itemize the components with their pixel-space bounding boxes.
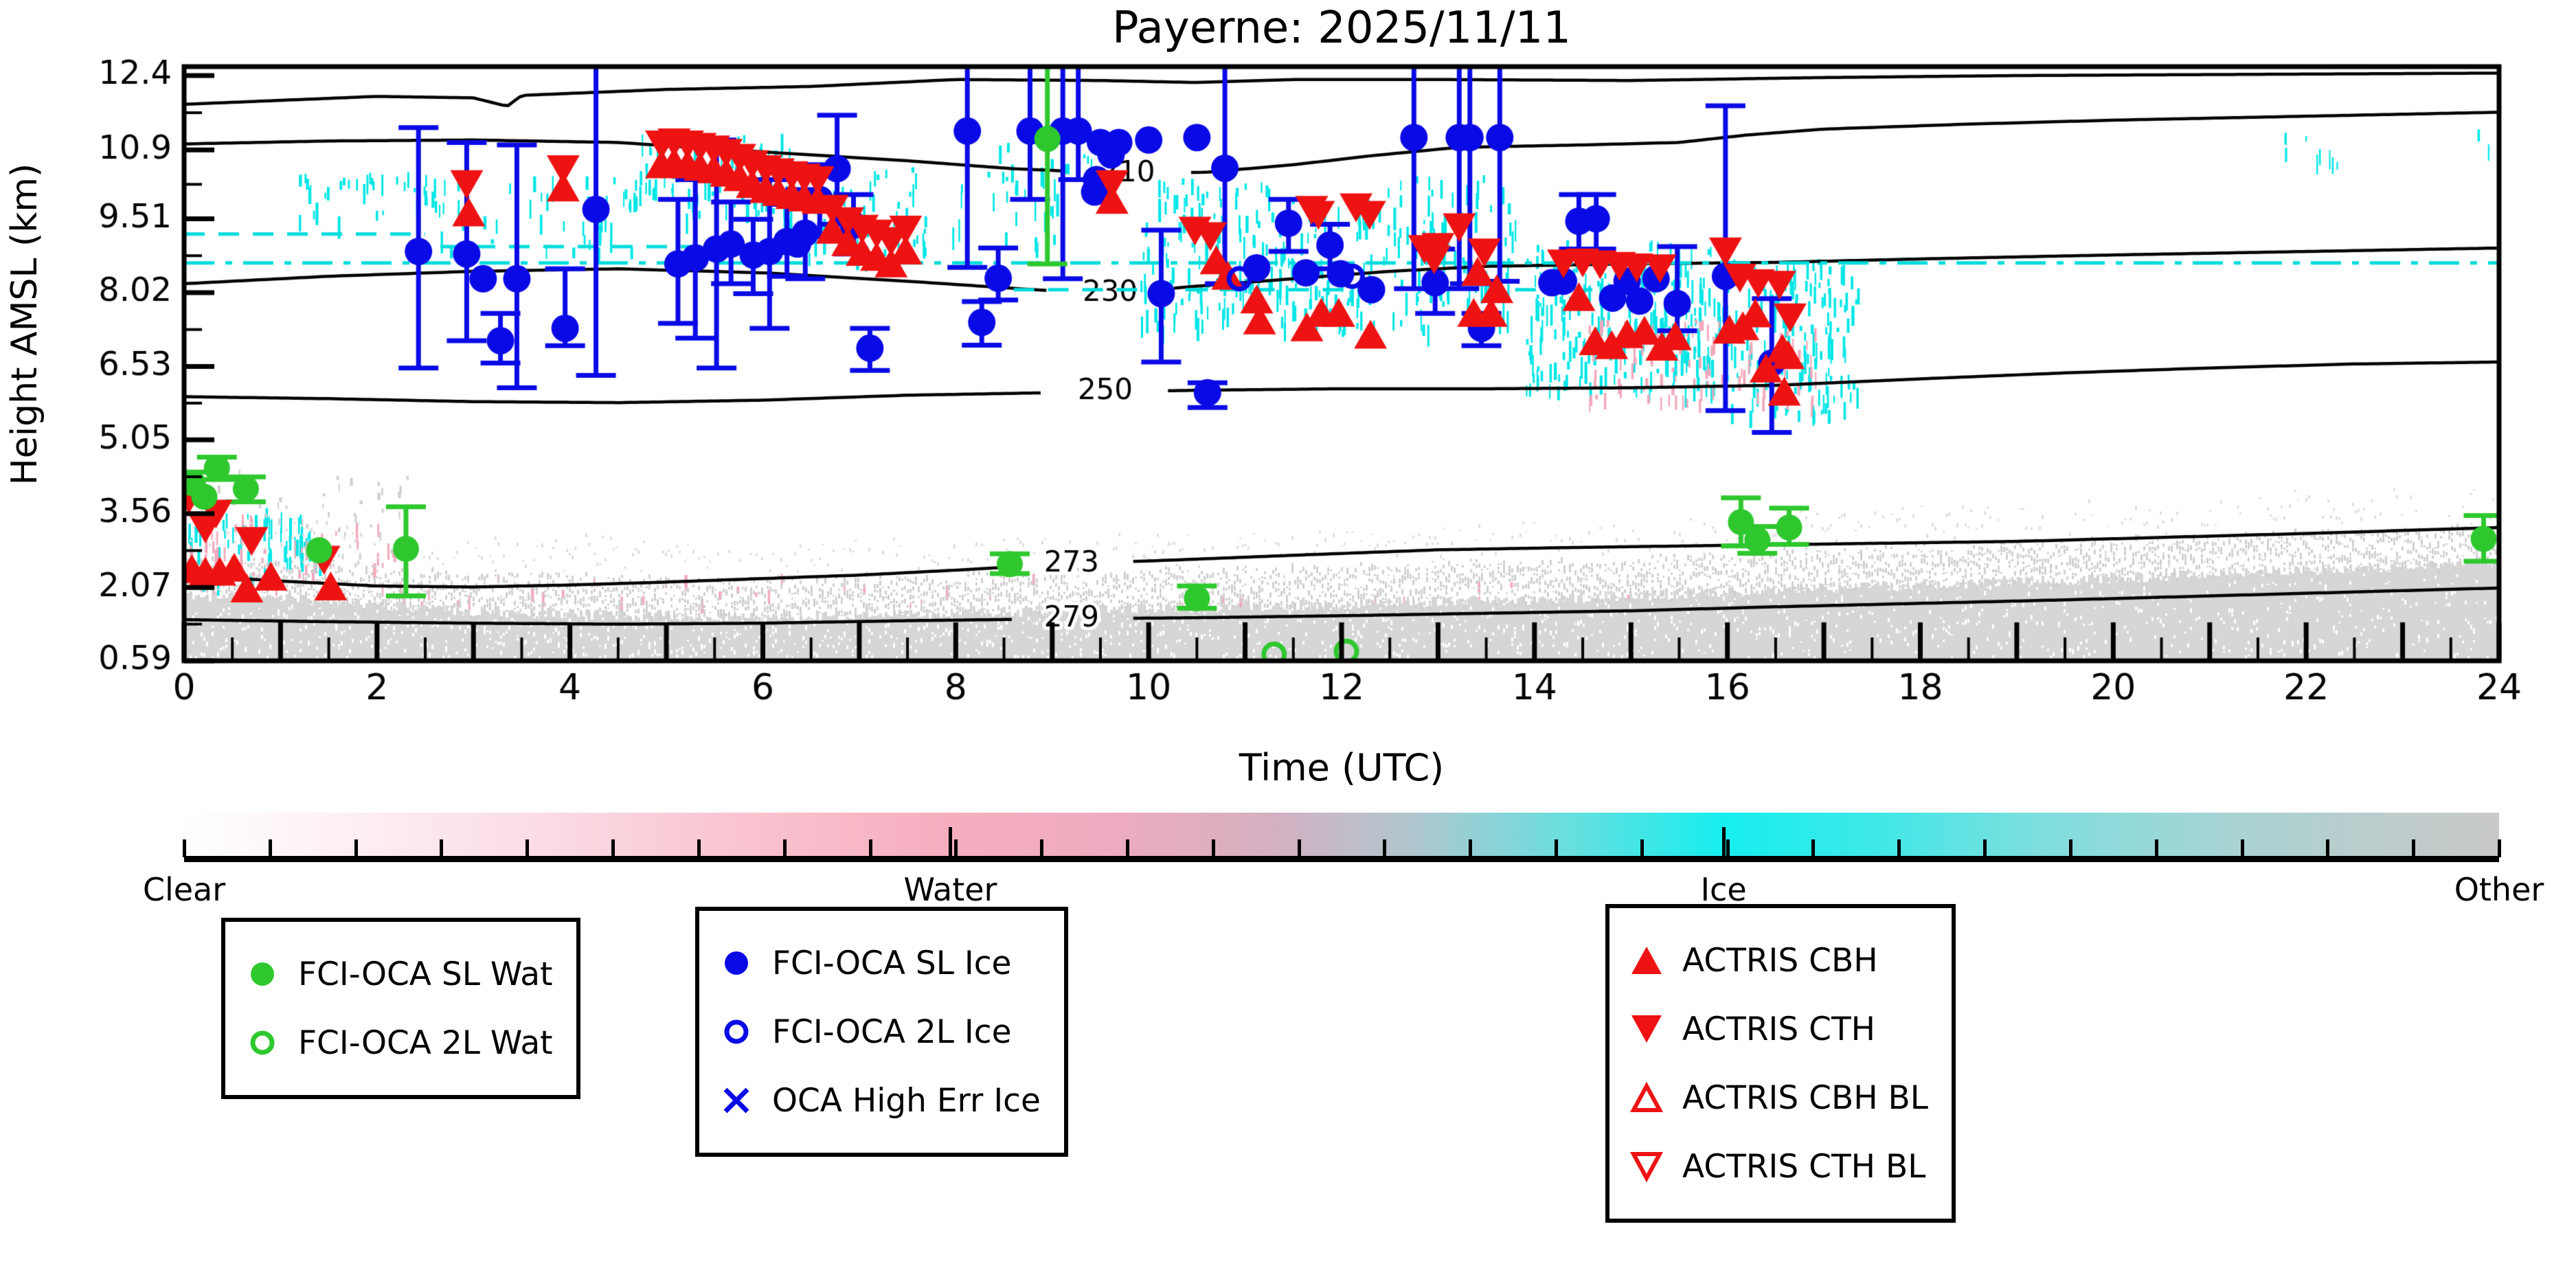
legend-item-fci-oca-sl-wat: FCI-OCA SL Wat [245,940,553,1008]
legend-item-label: ACTRIS CTH BL [1682,1147,1926,1186]
colorbar-baseline [184,856,2499,862]
colorbar-tick [268,839,272,857]
colorbar-tick [2068,839,2072,857]
circle-filled-icon [719,945,754,981]
legend-item-label: ACTRIS CBH BL [1682,1078,1928,1117]
colorbar-label-water: Water [903,871,997,908]
legend-item-label: OCA High Err Ice [772,1081,1041,1120]
legend-item-label: ACTRIS CTH [1682,1010,1876,1048]
colorbar-tick [183,839,186,857]
colorbar-tick [1040,839,1044,857]
colorbar-tick [1297,839,1301,857]
legend-item-actris-cbh: ACTRIS CBH [1629,926,1928,995]
colorbar-tick [2154,839,2158,857]
circle-filled-icon [245,956,280,992]
colorbar-tick [1726,839,1730,857]
colorbar-tick [1983,839,1987,857]
colorbar-tick [354,839,358,857]
colorbar-tick [782,839,787,857]
classification-colorbar [184,813,2499,858]
legend-water: FCI-OCA SL Wat FCI-OCA 2L Wat [221,918,580,1099]
colorbar-label-ice: Ice [1700,871,1747,908]
colorbar-tick [868,839,872,857]
colorbar-tick [697,839,701,857]
colorbar-tick [1383,839,1387,857]
colorbar-tick [1897,839,1901,857]
legend-item-label: FCI-OCA SL Wat [298,955,553,993]
legend-item-label: FCI-OCA 2L Ice [772,1013,1012,1051]
colorbar-major-tick [1722,827,1726,857]
x-axis-label: Time (UTC) [1239,746,1445,789]
legend-item-actris-cth-bl: ACTRIS CTH BL [1629,1132,1928,1201]
triangle-up-filled-icon [1629,942,1664,978]
colorbar-tick [2240,839,2244,857]
colorbar-tick [526,839,530,857]
colorbar-label-clear: Clear [142,871,226,908]
legend-item-fci-oca-2l-wat: FCI-OCA 2L Wat [245,1008,553,1077]
legend-item-actris-cth: ACTRIS CTH [1629,995,1928,1063]
colorbar-tick [2326,839,2330,857]
plot-canvas [0,0,2576,800]
triangle-down-open-icon [1629,1149,1664,1184]
circle-open-icon [719,1014,754,1050]
colorbar-label-other: Other [2454,871,2544,908]
colorbar-major-tick [949,827,953,857]
legend-item-oca-high-err-ice: OCA High Err Ice [719,1066,1041,1135]
triangle-up-open-icon [1629,1080,1664,1116]
legend-item-actris-cbh-bl: ACTRIS CBH BL [1629,1063,1928,1132]
legend-actris: ACTRIS CBH ACTRIS CTH ACTRIS CBH BL ACTRIS … [1605,904,1956,1223]
colorbar-tick [1640,839,1644,857]
colorbar-labels: Clear Water Ice Other [143,871,2544,912]
colorbar-tick [2412,839,2416,857]
chart-title: Payerne: 2025/11/11 [1111,3,1572,54]
y-axis-label: Height AMSL (km) [4,163,45,486]
colorbar-tick [440,839,444,857]
colorbar-tick [2498,839,2501,857]
colorbar-tick [954,839,958,857]
legend-item-fci-oca-sl-ice: FCI-OCA SL Ice [719,929,1041,997]
colorbar-tick [1125,839,1129,857]
colorbar-tick [611,839,615,857]
x-icon [719,1083,754,1118]
legend-item-label: FCI-OCA 2L Wat [298,1024,553,1062]
colorbar-tick [1811,839,1816,857]
colorbar-tick [1211,839,1215,857]
legend-item-label: ACTRIS CBH [1682,941,1878,980]
legend-item-fci-oca-2l-ice: FCI-OCA 2L Ice [719,997,1041,1066]
colorbar-tick [1555,839,1559,857]
legend-item-label: FCI-OCA SL Ice [772,944,1012,982]
colorbar-tick [1469,839,1473,857]
legend-ice: FCI-OCA SL Ice FCI-OCA 2L Ice OCA High Err… [695,907,1068,1157]
triangle-down-filled-icon [1629,1011,1664,1047]
circle-open-icon [245,1025,280,1061]
